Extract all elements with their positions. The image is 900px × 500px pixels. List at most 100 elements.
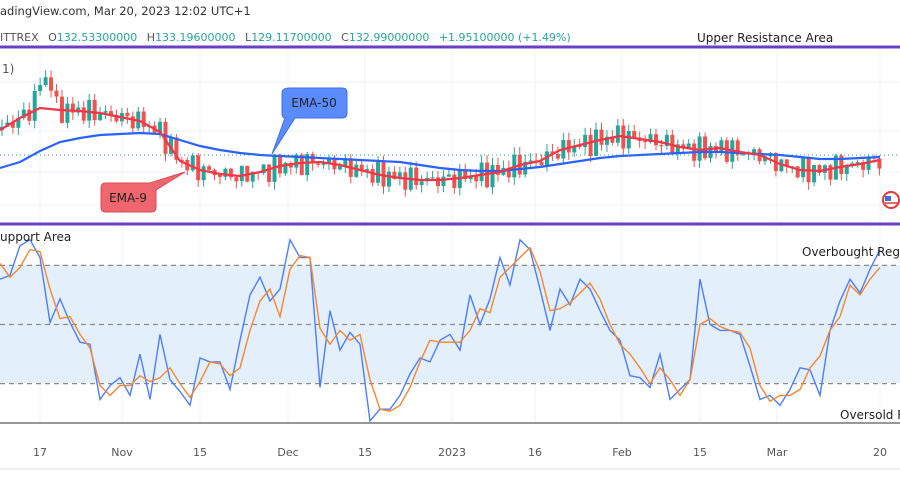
- candle-body: [168, 137, 173, 154]
- candle-body: [446, 174, 451, 177]
- candle-body: [566, 140, 571, 153]
- candle-body: [795, 166, 800, 178]
- close-value: C132.99000000: [341, 31, 430, 44]
- ema9-label: EMA-9: [109, 191, 147, 205]
- candle-body: [343, 158, 348, 167]
- support-area-label: upport Area: [0, 230, 72, 244]
- candle-body: [539, 161, 544, 166]
- candle-body: [752, 149, 757, 154]
- low-value: L129.11700000: [245, 31, 332, 44]
- candle-body: [158, 121, 163, 133]
- candle-body: [452, 174, 457, 188]
- candle-body: [670, 134, 675, 153]
- candle-body: [724, 140, 729, 162]
- candle-body: [659, 145, 664, 147]
- candle-body: [337, 166, 342, 170]
- candle-body: [234, 177, 239, 182]
- candle-body: [370, 169, 375, 183]
- candle-body: [817, 165, 822, 173]
- candle-body: [92, 99, 97, 121]
- candle-body: [218, 174, 222, 177]
- candle-body: [397, 172, 402, 179]
- x-tick-label: Mar: [766, 446, 788, 459]
- candle-body: [741, 154, 746, 156]
- candle-body: [98, 112, 103, 121]
- candle-body: [468, 175, 473, 180]
- candle-body: [784, 159, 789, 167]
- candle-body: [130, 116, 135, 129]
- ema50-label: EMA-50: [291, 96, 336, 110]
- candle-body: [594, 129, 599, 156]
- candle-body: [38, 85, 43, 92]
- candle-body: [386, 171, 391, 187]
- x-tick-label: 16: [528, 446, 542, 459]
- upper-resistance-label: Upper Resistance Area: [697, 31, 834, 45]
- candle-body: [801, 156, 806, 178]
- candle-body: [675, 144, 680, 153]
- candle-body: [697, 136, 702, 161]
- candle-body: [114, 114, 119, 122]
- candle-body: [735, 140, 740, 155]
- candle-body: [310, 154, 315, 164]
- candle-body: [441, 176, 446, 187]
- candle-body: [49, 77, 54, 91]
- candle-body: [604, 136, 609, 145]
- candle-body: [327, 158, 331, 163]
- x-tick-label: 17: [33, 446, 47, 459]
- candle-body: [555, 153, 560, 159]
- candle-body: [359, 164, 364, 171]
- candle-body: [365, 169, 370, 171]
- candle-body: [643, 140, 648, 143]
- candle-body: [436, 177, 440, 187]
- candle-body: [528, 160, 533, 162]
- candle-body: [43, 77, 48, 86]
- candle-body: [250, 171, 255, 182]
- ema50-callout: EMA-50: [271, 87, 348, 155]
- x-tick-label: 15: [693, 446, 707, 459]
- candle-body: [32, 91, 37, 121]
- candle-body: [583, 134, 588, 148]
- candle-body: [239, 165, 244, 182]
- candle-body: [305, 154, 310, 176]
- candle-body: [81, 107, 86, 121]
- candle-body: [392, 171, 397, 179]
- ema9-callout: EMA-9: [100, 171, 186, 213]
- candle-body: [457, 170, 462, 188]
- candle-body: [703, 136, 708, 159]
- candle-body: [490, 165, 495, 188]
- candle-body: [316, 163, 321, 165]
- candle-body: [839, 155, 844, 175]
- x-tick-label: Feb: [612, 446, 632, 459]
- x-tick-label: 2023: [438, 446, 466, 459]
- candle-body: [686, 143, 691, 148]
- candle-body: [615, 125, 620, 143]
- candle-body: [550, 151, 555, 154]
- candle-body: [430, 177, 435, 179]
- candle-body: [125, 112, 130, 117]
- chart-source-timestamp: adingView.com, Mar 20, 2023 12:02 UTC+1: [0, 4, 251, 18]
- candle-body: [648, 134, 653, 143]
- overbought-label: Overbought Regio: [802, 245, 900, 259]
- candle-body: [141, 111, 146, 128]
- candle-body: [190, 155, 195, 171]
- candle-body: [321, 162, 326, 165]
- candle-body: [632, 131, 637, 138]
- candle-body: [27, 109, 32, 121]
- candle-body: [599, 129, 604, 145]
- candle-body: [201, 166, 206, 181]
- candle-body: [844, 165, 849, 175]
- candle-body: [21, 109, 26, 118]
- candle-body: [414, 167, 419, 185]
- candle-body: [654, 134, 658, 146]
- candle-body: [763, 156, 767, 162]
- candle-body: [419, 181, 424, 185]
- x-tick-label: Dec: [277, 446, 299, 459]
- candle-body: [16, 117, 21, 128]
- candle-body: [109, 111, 113, 115]
- candle-body: [610, 136, 615, 143]
- candle-body: [403, 172, 408, 190]
- x-tick-label: Nov: [111, 446, 133, 459]
- indicator-fragment: 1): [2, 62, 15, 76]
- candle-body: [861, 162, 866, 170]
